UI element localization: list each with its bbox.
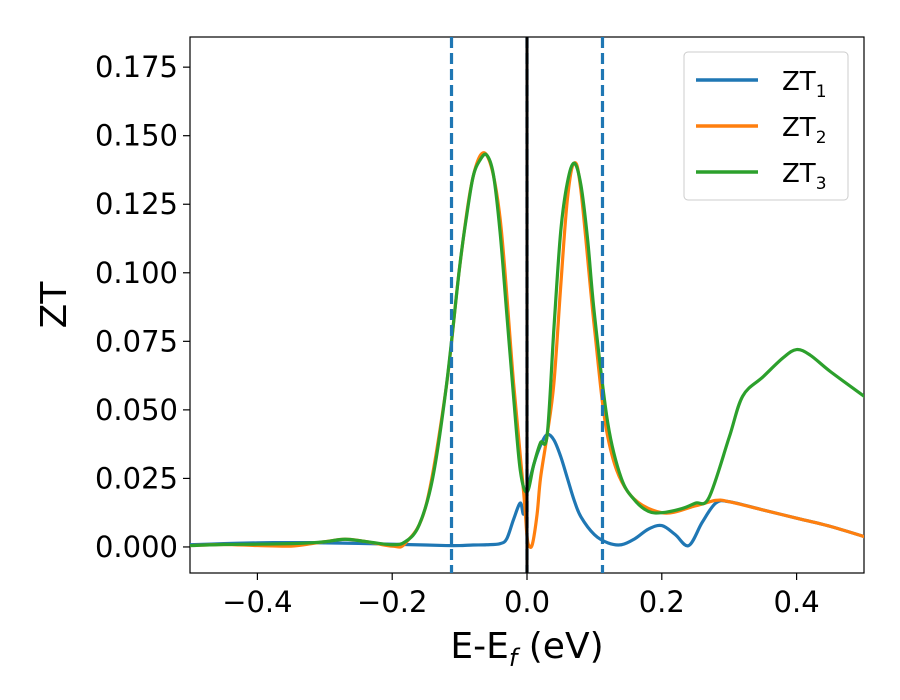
x-tick-label: 0.4	[774, 585, 820, 619]
legend-entries: ZT1 ZT2 ZT3	[696, 67, 827, 194]
y-tick-label: 0.000	[95, 530, 178, 564]
y-axis-label: ZT	[34, 281, 75, 329]
legend-label-2: ZT2	[782, 113, 827, 148]
x-tick-label: 0.2	[639, 585, 685, 619]
y-axis: 0.000 0.025 0.050 0.075 0.100 0.125 0.150 0.175	[95, 50, 190, 564]
x-axis-label: E-Ef (eV)	[450, 626, 603, 672]
legend-box	[683, 51, 849, 201]
x-axis-label-tail: (eV)	[517, 626, 603, 667]
vline-layer	[449, 37, 605, 573]
x-tick-label: 0.0	[504, 585, 550, 619]
y-tick-label: 0.050	[95, 393, 178, 427]
y-tick-label: 0.075	[95, 324, 178, 358]
series-layer	[190, 151, 864, 549]
legend-label-3: ZT3	[782, 159, 827, 194]
plot-area	[189, 36, 865, 574]
y-tick-label: 0.125	[95, 187, 178, 221]
y-tick-label: 0.100	[95, 256, 178, 290]
legend-label-1: ZT1	[782, 67, 827, 102]
x-axis-label-main: E-E	[450, 626, 508, 667]
series-line-3	[190, 152, 864, 548]
x-axis: −0.4 −0.2 0.0 0.2 0.4	[222, 573, 820, 619]
legend: ZT1 ZT2 ZT3	[683, 51, 849, 201]
y-tick-label: 0.175	[95, 50, 178, 84]
x-tick-label: −0.2	[357, 585, 427, 619]
x-tick-label: −0.4	[222, 585, 292, 619]
y-tick-label: 0.150	[95, 119, 178, 153]
y-tick-label: 0.025	[95, 461, 178, 495]
